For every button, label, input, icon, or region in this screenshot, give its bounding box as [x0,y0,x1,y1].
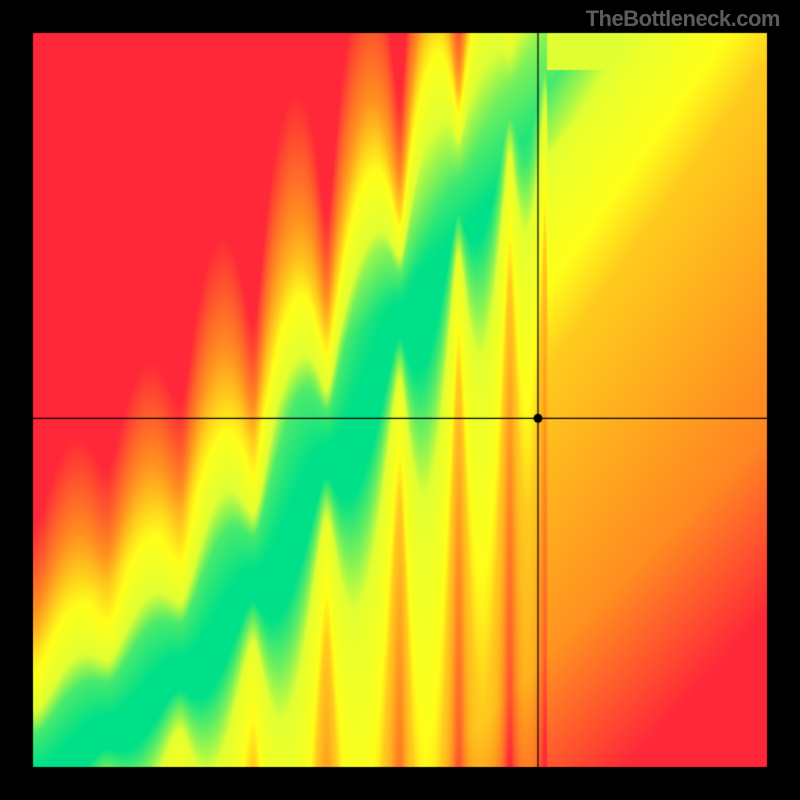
heatmap-canvas [0,0,800,800]
watermark-text: TheBottleneck.com [586,6,780,32]
chart-container: TheBottleneck.com [0,0,800,800]
